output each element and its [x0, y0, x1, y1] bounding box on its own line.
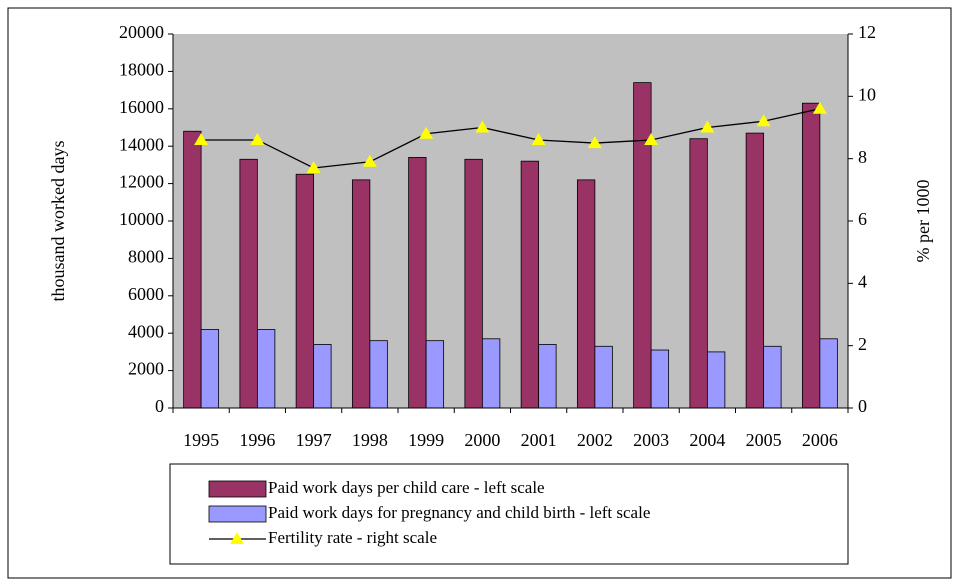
marker: [250, 132, 265, 145]
bar: [369, 340, 388, 409]
bar: [200, 329, 220, 409]
bar: [763, 345, 782, 409]
y-tick-label: 12000: [119, 172, 164, 192]
x-tick-label: 2003: [633, 430, 669, 450]
y-tick-label: 8000: [128, 247, 164, 267]
x-tick-label: 1997: [296, 430, 332, 450]
y2-tick-label: 8: [858, 147, 867, 167]
marker: [306, 161, 321, 174]
x-tick-label: 1995: [183, 430, 219, 450]
legend-marker: [230, 532, 244, 544]
bar: [538, 344, 557, 409]
bar: [313, 344, 332, 409]
bar: [239, 158, 258, 409]
legend-swatch: [208, 480, 267, 498]
legend-label: Fertility rate - right scale: [268, 528, 437, 547]
y-tick-label: 18000: [119, 60, 164, 80]
bar: [576, 179, 596, 409]
marker: [812, 101, 827, 114]
y-tick-label: 4000: [128, 321, 164, 341]
legend-label: Paid work days for pregnancy and child b…: [268, 503, 650, 522]
y-tick-label: 14000: [119, 134, 164, 154]
marker: [362, 154, 377, 167]
marker: [531, 132, 546, 145]
marker: [475, 120, 490, 133]
line: [201, 108, 821, 169]
y-tick-label: 16000: [119, 97, 164, 117]
y-tick-label: 20000: [119, 22, 164, 42]
bar: [689, 138, 708, 409]
bar: [594, 345, 613, 409]
y2-tick-label: 10: [858, 84, 876, 104]
bar: [520, 160, 540, 409]
y2-tick-label: 12: [858, 22, 876, 42]
bar: [425, 340, 445, 409]
bar: [819, 338, 838, 409]
x-tick-label: 2005: [746, 430, 782, 450]
legend-swatch: [208, 505, 267, 523]
y-tick-label: 10000: [119, 209, 164, 229]
bar: [464, 158, 483, 409]
legend: [169, 463, 849, 565]
x-tick-label: 2001: [521, 430, 557, 450]
y2-tick-label: 4: [858, 271, 867, 291]
x-tick-label: 2002: [577, 430, 613, 450]
x-tick-label: 2000: [464, 430, 500, 450]
marker: [756, 114, 771, 127]
marker: [587, 136, 602, 149]
y-axis-label: thousand worked days: [48, 141, 68, 302]
bar: [745, 132, 765, 409]
y2-tick-label: 2: [858, 334, 867, 354]
plot-area: [173, 34, 848, 408]
bar: [351, 179, 371, 409]
bar: [801, 102, 821, 409]
marker: [644, 132, 659, 145]
y2-tick-label: 6: [858, 209, 867, 229]
bar: [408, 157, 427, 409]
bar: [183, 130, 202, 409]
y-tick-label: 2000: [128, 359, 164, 379]
y2-axis-label: % per 1000: [913, 180, 933, 263]
y-tick-label: 0: [155, 396, 164, 416]
bar: [295, 173, 315, 409]
bar: [633, 82, 652, 409]
x-tick-label: 1996: [239, 430, 275, 450]
x-tick-label: 1999: [408, 430, 444, 450]
x-tick-label: 2004: [689, 430, 725, 450]
y-tick-label: 6000: [128, 284, 164, 304]
legend-label: Paid work days per child care - left sca…: [268, 478, 545, 497]
bar: [256, 329, 276, 409]
marker: [194, 132, 209, 145]
x-tick-label: 2006: [802, 430, 838, 450]
bar: [706, 351, 726, 409]
bar: [650, 349, 670, 409]
marker: [700, 120, 715, 133]
x-tick-label: 1998: [352, 430, 388, 450]
marker: [419, 126, 434, 139]
y2-tick-label: 0: [858, 396, 867, 416]
bar: [481, 338, 501, 409]
